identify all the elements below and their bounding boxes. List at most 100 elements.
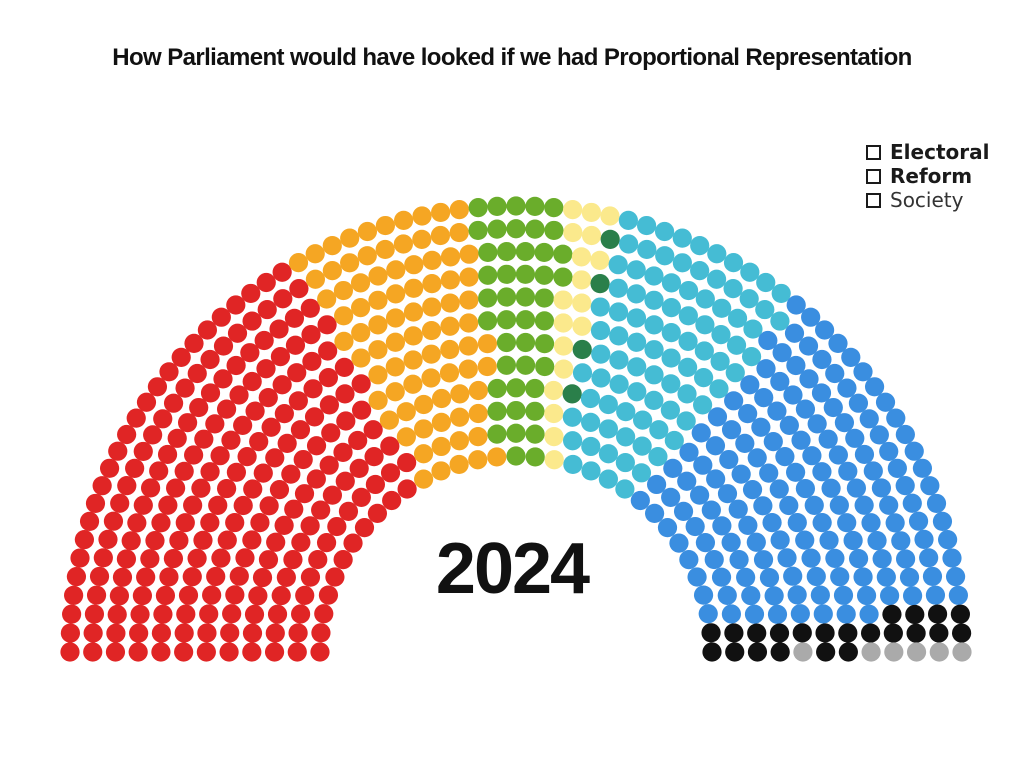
seat-dot-series-1 [257, 299, 277, 320]
seat-dot-series-7 [848, 548, 869, 569]
seat-dot-series-1 [125, 458, 145, 478]
seat-dot-series-4 [572, 270, 592, 290]
seat-dot-series-2 [334, 306, 354, 326]
seat-dot-series-2 [414, 469, 434, 489]
seat-dot-series-8 [905, 604, 925, 625]
seat-dot-series-8 [701, 623, 721, 643]
seat-dot-series-1 [166, 478, 186, 498]
seat-dot-series-6 [661, 348, 681, 368]
seat-dot-series-7 [795, 530, 815, 550]
seat-dot-series-7 [784, 323, 805, 343]
seat-dot-series-1 [363, 420, 383, 440]
seat-dot-series-7 [738, 404, 758, 424]
seat-dot-series-7 [876, 567, 896, 587]
seat-dot-series-3 [534, 288, 554, 308]
seat-dot-series-7 [759, 463, 779, 483]
seat-dot-series-6 [655, 246, 675, 266]
seat-dot-series-6 [609, 374, 629, 394]
seat-dot-series-1 [129, 623, 149, 643]
seat-dot-series-1 [194, 429, 214, 449]
seat-dot-series-7 [811, 383, 832, 403]
seat-dot-series-7 [691, 423, 711, 443]
seat-dot-series-7 [810, 585, 830, 605]
seat-dot-series-1 [261, 417, 281, 437]
seat-dot-series-7 [753, 496, 773, 516]
seat-dot-series-7 [751, 417, 771, 437]
seat-dot-series-7 [919, 548, 939, 568]
seat-dot-series-1 [208, 495, 228, 515]
seat-dot-series-1 [269, 319, 289, 339]
seat-dot-series-1 [289, 279, 309, 299]
seat-dot-series-7 [825, 363, 845, 384]
seat-dot-series-4 [544, 380, 564, 401]
seat-dot-series-6 [626, 260, 646, 280]
seat-dot-series-1 [233, 495, 253, 516]
seat-dot-series-4 [544, 427, 564, 447]
seat-dot-series-1 [242, 371, 262, 392]
seat-dot-series-7 [795, 478, 816, 499]
seat-dot-series-1 [319, 455, 339, 475]
seat-dot-series-3 [478, 242, 498, 263]
seat-dot-series-7 [769, 479, 789, 499]
seat-dot-series-1 [98, 529, 118, 549]
seat-dot-series-1 [151, 513, 171, 533]
seat-dot-series-2 [450, 384, 470, 404]
seat-dot-series-3 [468, 198, 488, 218]
seat-dot-series-7 [885, 513, 905, 533]
seat-dot-series-7 [848, 393, 869, 413]
seat-dot-series-5 [600, 229, 620, 249]
seat-dot-series-7 [863, 461, 883, 481]
seat-dot-series-3 [515, 332, 536, 353]
seat-dot-series-6 [608, 302, 629, 322]
seat-dot-series-9 [861, 642, 881, 662]
seat-dot-series-9 [952, 642, 972, 662]
seat-dot-series-5 [590, 274, 610, 294]
seat-dot-series-2 [404, 255, 424, 275]
seat-dot-series-2 [440, 293, 460, 313]
seat-dot-series-7 [880, 586, 900, 606]
seat-dot-series-7 [904, 441, 924, 461]
seat-dot-series-6 [616, 427, 636, 447]
seat-dot-series-8 [769, 623, 790, 643]
seat-dot-series-7 [879, 441, 899, 462]
seat-dot-series-1 [163, 548, 184, 569]
seat-dot-series-2 [458, 359, 478, 379]
seat-dot-series-2 [468, 427, 488, 447]
seat-dot-series-1 [250, 513, 270, 533]
seat-dot-series-1 [325, 567, 345, 587]
seat-dot-series-7 [679, 442, 699, 462]
seat-dot-series-7 [779, 415, 799, 435]
seat-dot-series-7 [922, 566, 943, 587]
seat-dot-series-1 [132, 586, 152, 606]
seat-dot-series-6 [644, 315, 664, 335]
seat-dot-series-3 [525, 378, 545, 399]
seat-dot-series-2 [431, 388, 452, 409]
seat-dot-series-2 [414, 419, 434, 439]
seat-dot-series-1 [174, 623, 194, 643]
seat-dot-series-6 [644, 340, 664, 360]
seat-dot-series-1 [306, 436, 327, 456]
seat-dot-series-7 [706, 469, 726, 489]
seat-dot-series-1 [105, 642, 126, 662]
seat-dot-series-1 [155, 585, 176, 606]
seat-dot-series-6 [677, 384, 697, 404]
seat-dot-series-7 [856, 585, 877, 606]
seat-dot-series-2 [404, 278, 424, 298]
seat-dot-series-6 [723, 253, 744, 273]
seat-dot-series-2 [422, 250, 442, 270]
seat-dot-series-7 [779, 495, 799, 516]
seat-dot-series-1 [351, 374, 371, 394]
seat-dot-series-6 [581, 461, 601, 481]
seat-dot-series-7 [871, 478, 892, 498]
seat-dot-series-7 [790, 604, 810, 624]
seat-dot-series-7 [741, 586, 761, 606]
seat-dot-series-3 [553, 244, 573, 264]
seat-dot-series-1 [242, 530, 262, 550]
seat-dot-series-1 [277, 433, 297, 453]
seat-dot-series-7 [859, 409, 879, 429]
seat-dot-series-2 [375, 215, 395, 236]
seat-dot-series-6 [664, 430, 684, 451]
seat-dot-series-1 [295, 585, 315, 605]
seat-dot-series-1 [92, 476, 112, 496]
seat-dot-series-2 [413, 444, 434, 464]
